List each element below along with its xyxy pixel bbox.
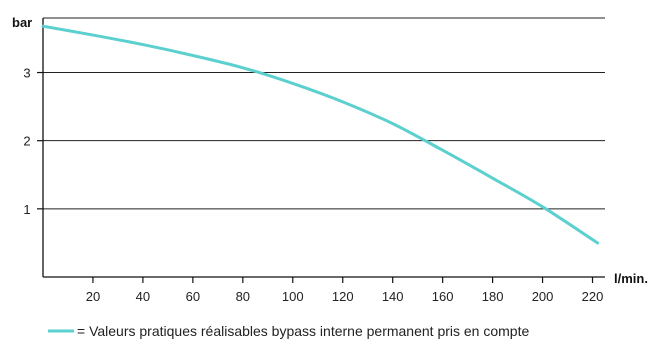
x-tick-label-100: 100 [282, 289, 304, 304]
x-tick-marks [92, 277, 594, 283]
x-tick-label-160: 160 [432, 289, 454, 304]
x-tick-label-200: 200 [532, 289, 554, 304]
y-tick-label-1: 1 [23, 202, 30, 217]
x-tick-labels: 20 40 60 80 100 120 140 160 180 200 220 [86, 289, 604, 304]
x-tick-label-220: 220 [582, 289, 604, 304]
x-tick-label-120: 120 [332, 289, 354, 304]
series-line-0 [41, 24, 600, 245]
y-axis-label: bar [12, 15, 32, 30]
x-tick-label-40: 40 [136, 289, 150, 304]
legend-label: = Valeurs pratiques réalisables bypass i… [77, 323, 529, 339]
grid-lines [43, 17, 605, 210]
x-axis-label: l/min. [614, 271, 648, 286]
legend: = Valeurs pratiques réalisables bypass i… [48, 323, 529, 339]
x-tick-label-180: 180 [482, 289, 504, 304]
y-tick-label-3: 3 [23, 66, 30, 81]
x-tick-label-80: 80 [236, 289, 250, 304]
series-layer [41, 24, 600, 245]
y-tick-label-2: 2 [23, 134, 30, 149]
x-tick-label-20: 20 [86, 289, 100, 304]
y-tick-marks [37, 71, 43, 210]
x-tick-label-60: 60 [186, 289, 200, 304]
x-tick-label-140: 140 [382, 289, 404, 304]
y-tick-labels: 1 2 3 [23, 66, 30, 217]
